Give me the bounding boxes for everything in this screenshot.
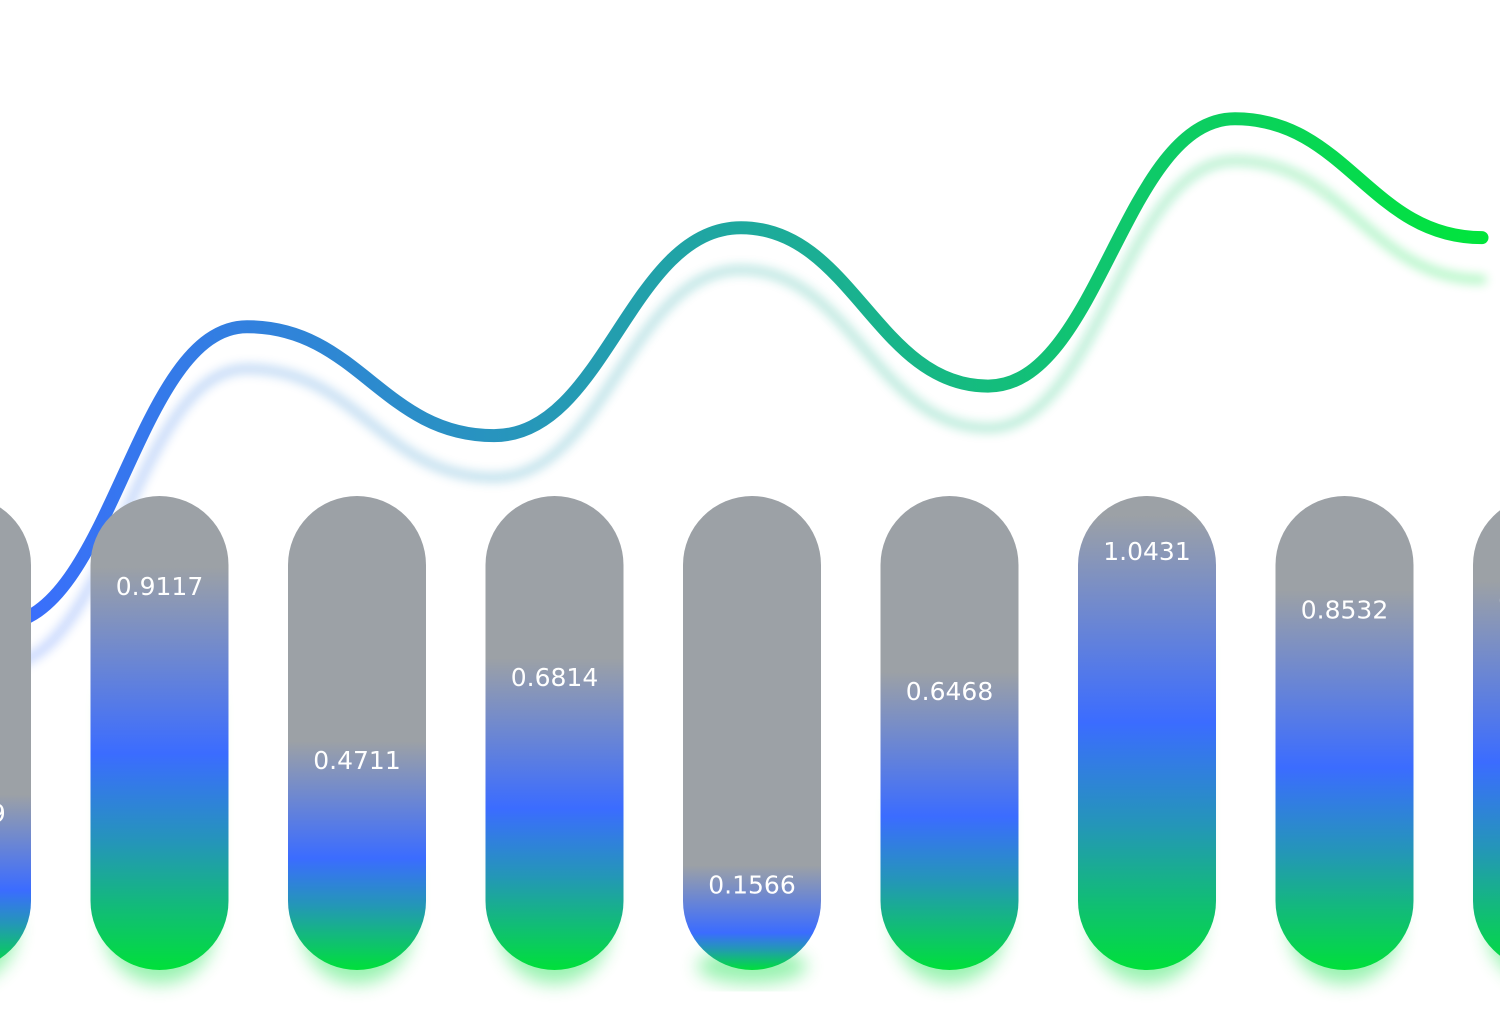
bar: 0.4711 [288, 496, 426, 984]
bar-pill [288, 496, 426, 970]
bar: 0.3369 [0, 507, 31, 970]
bar-value-label: 0.9117 [116, 572, 203, 601]
bar: 0.6814 [485, 496, 624, 984]
bar: 0.8532 [1275, 496, 1414, 984]
bar-pill [1473, 510, 1500, 956]
bar-pill [90, 496, 229, 970]
bar-value-label: 0.1566 [708, 870, 795, 899]
bar-pill [1275, 496, 1414, 970]
bar-value-label: 0.3369 [0, 799, 6, 828]
bar-pill [485, 496, 624, 970]
bar-pill [0, 507, 31, 959]
bar-value-label: 0.6468 [906, 677, 993, 706]
bar-value-label: 0.6814 [511, 663, 598, 692]
bar-value-label: 1.0431 [1103, 537, 1190, 566]
bar: 1.0431 [1078, 496, 1216, 984]
bar-pill [683, 496, 821, 970]
line-path [0, 112, 1489, 631]
bar: 0.9117 [90, 496, 229, 984]
bar-value-label: 0.4711 [313, 746, 400, 775]
bar-pill [1078, 496, 1216, 970]
bar-pill [880, 496, 1019, 970]
line-glow [0, 155, 1487, 671]
line-series [0, 112, 1489, 671]
bar: 0.1566 [683, 496, 821, 984]
bar-series: 0.3369 0.9117 0.4711 0.6814 0.1566 0.6468 1.04… [0, 496, 1500, 984]
bar: 0.8751 [1473, 510, 1500, 965]
bar: 0.6468 [880, 496, 1019, 984]
bar-value-label: 0.8532 [1301, 595, 1388, 624]
bar-value-label: 0.8751 [1498, 587, 1500, 616]
